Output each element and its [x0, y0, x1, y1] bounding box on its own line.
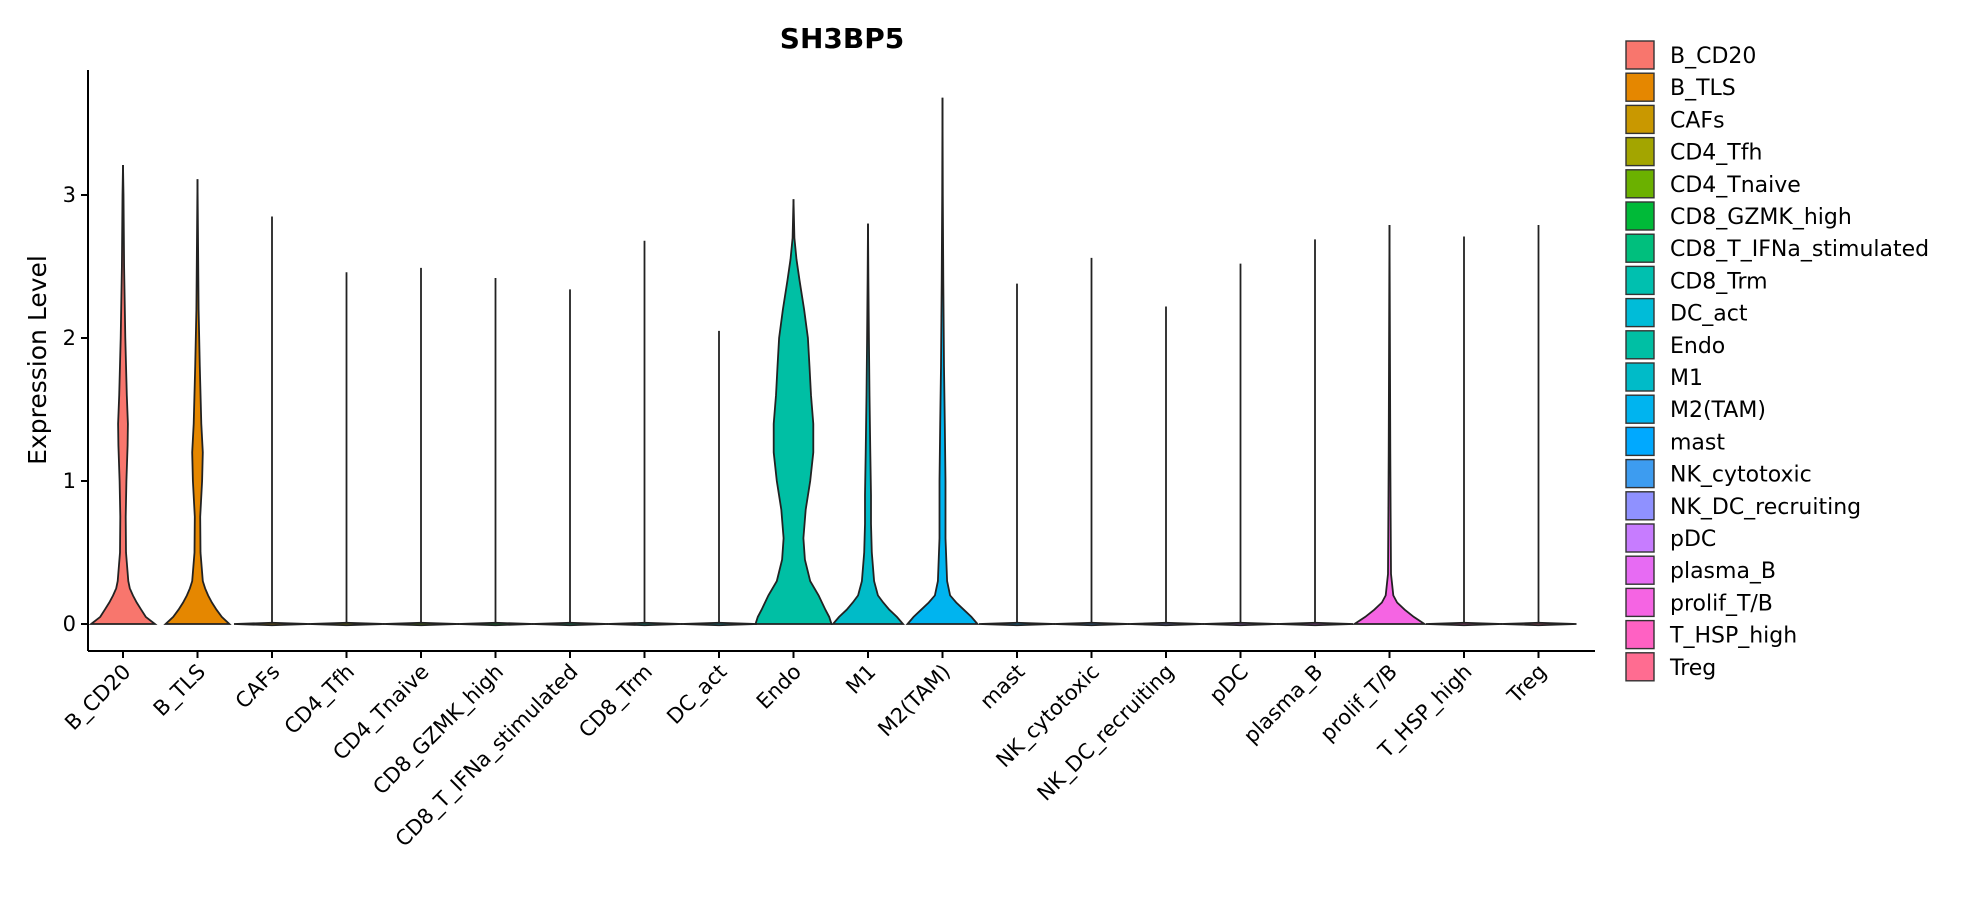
violin-cd4-tfh — [308, 621, 385, 627]
legend-key — [1625, 40, 1655, 70]
legend-label: CAFs — [1670, 108, 1725, 133]
x-tick-label: M2(TAM) — [873, 660, 955, 742]
legend-key — [1625, 491, 1655, 521]
y-tick-label: 0 — [63, 612, 76, 636]
x-tick-label: Treg — [1502, 660, 1551, 709]
legend-key — [1625, 169, 1655, 199]
legend-label: mast — [1670, 430, 1725, 455]
violin-m1 — [831, 223, 905, 625]
legend-label: CD8_Trm — [1670, 269, 1768, 294]
violin-endo — [754, 199, 833, 625]
violin-mast — [978, 621, 1056, 627]
x-tick-label: B_TLS — [149, 660, 211, 722]
legend: B_CD20 B_TLS CAFs CD4_Tfh CD4_Tnaive CD8_GZMK… — [1625, 40, 1929, 682]
violin-t-hsp-high — [1425, 621, 1503, 627]
violin-b-cd20 — [88, 164, 158, 625]
violin-plasma-b — [1276, 621, 1354, 627]
legend-key — [1625, 458, 1655, 489]
x-tick-label: CD8_GZMK_high — [368, 660, 508, 800]
y-tick-label: 2 — [63, 326, 76, 350]
legend-key — [1625, 555, 1655, 585]
legend-key — [1625, 104, 1655, 135]
y-axis-label: Expression Level — [23, 255, 52, 465]
x-tick-label: B_CD20 — [60, 660, 136, 736]
x-tick-label: CAFs — [231, 660, 285, 714]
violin-cd8-trm — [606, 621, 683, 627]
legend-label: NK_DC_recruiting — [1670, 495, 1861, 520]
violin-dc-act — [680, 621, 758, 627]
legend-key — [1625, 587, 1655, 618]
legend-label: Treg — [1669, 656, 1716, 681]
legend-key — [1625, 619, 1655, 650]
legend-label: CD4_Tfh — [1670, 141, 1762, 166]
legend-key — [1625, 523, 1655, 553]
violin-cd8-gzmk-high — [457, 621, 534, 627]
legend-label: B_TLS — [1670, 76, 1736, 101]
x-tick-label: pDC — [1205, 660, 1253, 708]
legend-label: M2(TAM) — [1670, 398, 1766, 423]
legend-key — [1625, 72, 1655, 102]
legend-label: M1 — [1670, 366, 1703, 391]
x-tick-label: M1 — [841, 660, 880, 699]
legend-key — [1625, 394, 1655, 424]
x-tick-label: CD8_Trm — [574, 660, 658, 744]
legend-label: CD8_GZMK_high — [1670, 205, 1852, 230]
legend-label: CD8_T_IFNa_stimulated — [1670, 237, 1929, 262]
legend-key — [1625, 265, 1655, 296]
legend-key — [1625, 201, 1655, 231]
y-tick-label: 1 — [63, 469, 76, 493]
x-tick-label: plasma_B — [1239, 660, 1328, 749]
legend-label: CD4_Tnaive — [1670, 173, 1801, 198]
violin-prolif-t-b — [1351, 224, 1428, 625]
x-tick-label: DC_act — [662, 660, 732, 730]
legend-key — [1625, 136, 1655, 167]
violin-treg — [1500, 621, 1577, 627]
violin-m2-tam- — [905, 97, 980, 625]
y-tick-label: 3 — [63, 183, 76, 207]
legend-key — [1625, 426, 1655, 457]
violin-cafs — [233, 621, 311, 627]
legend-label: NK_cytotoxic — [1670, 463, 1812, 488]
legend-label: prolif_T/B — [1670, 591, 1773, 616]
violin-b-tls — [163, 179, 232, 625]
legend-key — [1625, 297, 1655, 328]
legend-label: DC_act — [1670, 302, 1748, 327]
legend-label: pDC — [1670, 527, 1716, 552]
legend-label: Endo — [1670, 334, 1725, 359]
violin-cd8-t-ifna-stimulated — [531, 621, 609, 627]
violin-pdc — [1202, 621, 1279, 627]
legend-key — [1625, 330, 1655, 360]
legend-label: T_HSP_high — [1669, 624, 1797, 649]
legend-key — [1625, 652, 1655, 682]
legend-key — [1625, 233, 1655, 263]
legend-label: B_CD20 — [1670, 44, 1756, 69]
x-tick-label: Endo — [752, 660, 806, 714]
legend-key — [1625, 362, 1655, 392]
x-tick-label: mast — [975, 660, 1029, 714]
violin-cd4-tnaive — [382, 621, 460, 627]
x-tick-label: NK_DC_recruiting — [1033, 660, 1180, 807]
violin-nk-dc-recruiting — [1127, 621, 1205, 627]
chart-title: SH3BP5 — [780, 22, 904, 55]
legend-label: plasma_B — [1670, 559, 1776, 584]
violin-nk-cytotoxic — [1053, 621, 1130, 627]
